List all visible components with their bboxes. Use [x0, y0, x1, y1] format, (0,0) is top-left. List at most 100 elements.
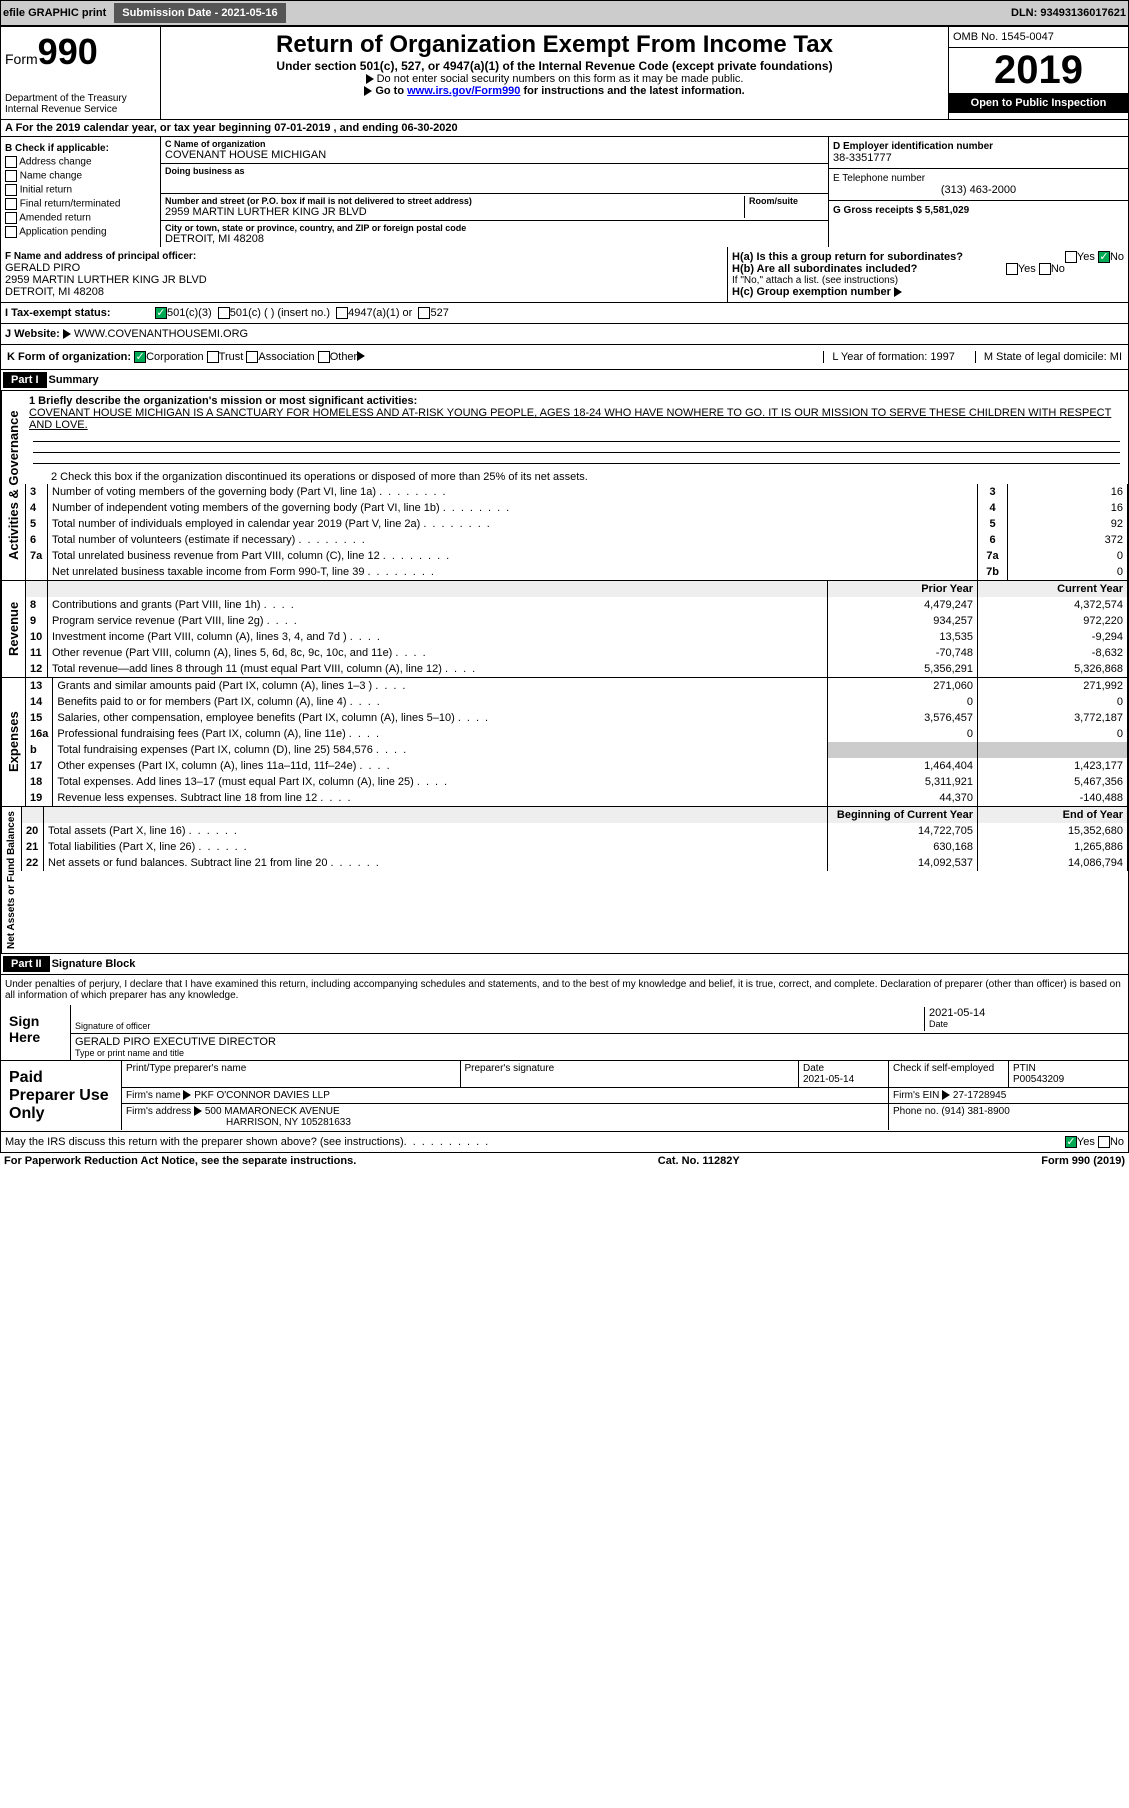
arrow-icon [364, 86, 372, 96]
prior-year: 13,535 [828, 629, 978, 645]
checkbox-icon[interactable]: ✓ [155, 307, 167, 319]
line-num: 13 [26, 678, 53, 694]
checkbox-icon[interactable] [1065, 251, 1077, 263]
form-ref: Form 990 (2019) [1041, 1155, 1125, 1167]
dln: DLN: 93493136017621 [1011, 7, 1126, 19]
omb: OMB No. 1545-0047 [949, 27, 1128, 48]
officer-name: GERALD PIRO [5, 262, 723, 274]
line-text: Program service revenue (Part VIII, line… [48, 613, 828, 629]
line-num: 22 [22, 855, 44, 871]
line-num: 19 [26, 790, 53, 806]
city-val: DETROIT, MI 48208 [165, 233, 824, 245]
expenses-table: 13Grants and similar amounts paid (Part … [25, 678, 1128, 806]
part1-header: Part I [3, 372, 47, 388]
line-val: 92 [1008, 516, 1128, 532]
line-text: Total expenses. Add lines 13–17 (must eq… [53, 774, 828, 790]
checkbox-icon[interactable] [218, 307, 230, 319]
line-text: Total revenue—add lines 8 through 11 (mu… [48, 661, 828, 677]
current-year: 4,372,574 [978, 597, 1128, 613]
tax-year: 2019 [949, 48, 1128, 93]
prior-year: -70,748 [828, 645, 978, 661]
line-num: 17 [26, 758, 53, 774]
line-num: 11 [26, 645, 48, 661]
checkbox-icon[interactable] [1098, 1136, 1110, 1148]
discuss-text: May the IRS discuss this return with the… [5, 1136, 404, 1148]
checkbox-icon[interactable] [1039, 263, 1051, 275]
checkbox-icon[interactable] [5, 170, 17, 182]
checkbox-icon[interactable] [5, 212, 17, 224]
checkbox-icon[interactable] [418, 307, 430, 319]
checkbox-icon[interactable] [5, 156, 17, 168]
checkbox-icon[interactable] [5, 226, 17, 238]
prior-year: 0 [828, 726, 978, 742]
line-num: 21 [22, 839, 44, 855]
line-text: Net unrelated business taxable income fr… [48, 564, 978, 580]
line1-label: 1 Briefly describe the organization's mi… [29, 395, 1124, 407]
prior-year: 1,464,404 [828, 758, 978, 774]
city-label: City or town, state or province, country… [165, 223, 824, 233]
perjury-text: Under penalties of perjury, I declare th… [1, 975, 1128, 1005]
line-text: Total assets (Part X, line 16) ...... [44, 823, 828, 839]
website-val: WWW.COVENANTHOUSEMI.ORG [74, 328, 248, 340]
line-val: 0 [1008, 548, 1128, 564]
line-text: Grants and similar amounts paid (Part IX… [53, 678, 828, 694]
checkbox-icon[interactable] [318, 351, 330, 363]
line-num: b [26, 742, 53, 758]
current-year: -9,294 [978, 629, 1128, 645]
current-year: 3,772,187 [978, 710, 1128, 726]
part2-title: Signature Block [50, 956, 138, 972]
gross-label: G Gross receipts $ 5,581,029 [833, 205, 1124, 216]
checkbox-icon[interactable] [5, 198, 17, 210]
name-label: C Name of organization [165, 139, 824, 149]
current-year: -140,488 [978, 790, 1128, 806]
checkbox-icon[interactable] [1006, 263, 1018, 275]
addr-label: Number and street (or P.O. box if mail i… [165, 196, 744, 206]
form-number: 990 [38, 31, 98, 72]
line-text: Total liabilities (Part X, line 26) ....… [44, 839, 828, 855]
line-text: Number of independent voting members of … [48, 500, 978, 516]
current-year [978, 742, 1128, 758]
irs-link[interactable]: www.irs.gov/Form990 [407, 85, 520, 97]
prior-year: 44,370 [828, 790, 978, 806]
cat-no: Cat. No. 11282Y [658, 1155, 740, 1167]
arrow-icon [63, 329, 71, 339]
current-year: 5,467,356 [978, 774, 1128, 790]
line-text: Total number of volunteers (estimate if … [48, 532, 978, 548]
current-year: 0 [978, 694, 1128, 710]
line-num: 16a [26, 726, 53, 742]
paperwork: For Paperwork Reduction Act Notice, see … [4, 1155, 356, 1167]
checkbox-icon[interactable]: ✓ [1065, 1136, 1077, 1148]
line-text: Other expenses (Part IX, column (A), lin… [53, 758, 828, 774]
current-year: -8,632 [978, 645, 1128, 661]
line-num: 18 [26, 774, 53, 790]
checkbox-icon[interactable] [5, 184, 17, 196]
irs: Internal Revenue Service [5, 104, 156, 115]
checkbox-icon[interactable]: ✓ [134, 351, 146, 363]
checkbox-icon[interactable] [246, 351, 258, 363]
dept: Department of the Treasury [5, 93, 156, 104]
line-val: 0 [1008, 564, 1128, 580]
mission-text: COVENANT HOUSE MICHIGAN IS A SANCTUARY F… [29, 407, 1124, 431]
line-text: Benefits paid to or for members (Part IX… [53, 694, 828, 710]
current-year: 0 [978, 726, 1128, 742]
line-text: Other revenue (Part VIII, column (A), li… [48, 645, 828, 661]
efile-label: efile GRAPHIC print [3, 7, 106, 19]
line-val: 16 [1008, 500, 1128, 516]
line-text: Total number of individuals employed in … [48, 516, 978, 532]
prior-year: 5,356,291 [828, 661, 978, 677]
checkbox-icon[interactable]: ✓ [1098, 251, 1110, 263]
col-b-title: B Check if applicable: [5, 143, 156, 154]
arrow-icon [366, 74, 374, 84]
arrow-icon [357, 351, 365, 361]
prior-year: 630,168 [828, 839, 978, 855]
line-text: Number of voting members of the governin… [48, 484, 978, 500]
revenue-table: Prior YearCurrent Year 8Contributions an… [25, 581, 1128, 677]
checkbox-icon[interactable] [207, 351, 219, 363]
checkbox-icon[interactable] [336, 307, 348, 319]
prior-year: 14,722,705 [828, 823, 978, 839]
line-num: 15 [26, 710, 53, 726]
line-text: Professional fundraising fees (Part IX, … [53, 726, 828, 742]
efile-topbar: efile GRAPHIC print Submission Date - 20… [0, 0, 1129, 26]
line-box: 5 [978, 516, 1008, 532]
line-num: 6 [26, 532, 48, 548]
